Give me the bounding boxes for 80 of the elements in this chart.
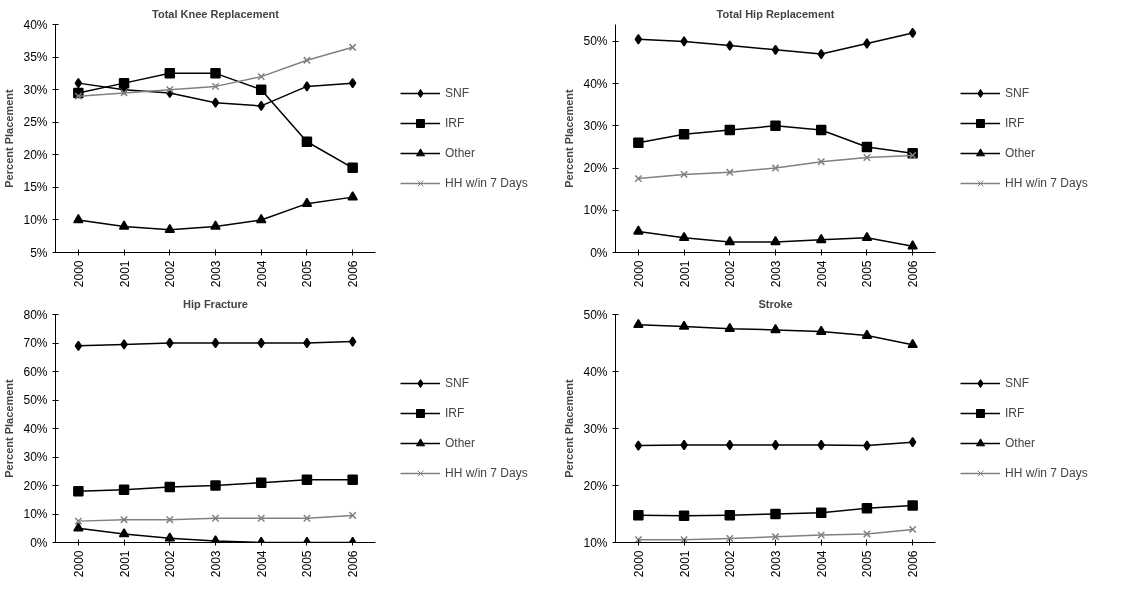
y-tick-label: 30% xyxy=(583,118,608,133)
x-tick-label: 2003 xyxy=(209,550,223,578)
y-axis-title: Percent Placement xyxy=(3,88,16,188)
x-tick-label: 2005 xyxy=(300,550,315,578)
x-tick-label: 2003 xyxy=(769,260,783,288)
y-tick-label: 35% xyxy=(23,50,48,65)
y-tick-label: 0% xyxy=(590,245,608,260)
legend-label: IRF xyxy=(1005,116,1025,130)
x-tick-label: 2006 xyxy=(346,260,361,288)
y-tick-label: 5% xyxy=(30,245,48,260)
x-tick-label: 2001 xyxy=(677,550,692,578)
x-tick-label: 2002 xyxy=(163,260,178,288)
y-axis-title: Percent Placement xyxy=(3,378,16,478)
legend-label: SNF xyxy=(1005,376,1029,390)
y-tick-label: 0% xyxy=(30,535,48,550)
x-tick-label: 2004 xyxy=(254,550,269,578)
legend-label: HH w/in 7 Days xyxy=(445,176,528,190)
y-tick-label: 40% xyxy=(23,421,48,436)
legend-label: HH w/in 7 Days xyxy=(1005,466,1088,480)
legend-label: HH w/in 7 Days xyxy=(445,466,528,480)
y-tick-label: 10% xyxy=(583,203,608,218)
x-tick-label: 2003 xyxy=(769,550,783,578)
y-tick-label: 30% xyxy=(583,421,608,436)
x-tick-label: 2001 xyxy=(117,260,132,288)
x-tick-label: 2006 xyxy=(906,550,921,578)
y-tick-label: 50% xyxy=(583,307,608,322)
legend-label: IRF xyxy=(445,116,465,130)
legend-label: Other xyxy=(445,146,476,160)
x-tick-label: 2001 xyxy=(117,550,132,578)
y-tick-label: 15% xyxy=(23,180,48,195)
y-tick-label: 10% xyxy=(583,535,608,550)
y-tick-label: 50% xyxy=(23,393,48,407)
y-tick-label: 70% xyxy=(23,336,48,350)
legend-label: SNF xyxy=(1005,86,1029,100)
chart-title: Total Hip Replacement xyxy=(716,7,835,20)
y-axis-title: Percent Placement xyxy=(563,378,576,478)
y-tick-label: 10% xyxy=(23,507,48,521)
y-tick-label: 40% xyxy=(23,17,48,32)
legend-label: Other xyxy=(1005,436,1036,450)
x-tick-label: 2005 xyxy=(300,260,315,288)
legend-label: SNF xyxy=(445,86,469,100)
x-tick-label: 2004 xyxy=(814,550,829,578)
x-tick-label: 2002 xyxy=(723,260,738,288)
x-tick-label: 2006 xyxy=(906,260,921,288)
y-tick-label: 40% xyxy=(583,76,608,91)
y-tick-label: 30% xyxy=(23,450,48,464)
y-tick-label: 30% xyxy=(23,82,48,97)
y-tick-label: 20% xyxy=(583,161,608,176)
y-tick-label: 80% xyxy=(23,307,48,322)
y-tick-label: 25% xyxy=(23,115,48,130)
x-tick-label: 2006 xyxy=(346,550,361,578)
x-tick-label: 2000 xyxy=(71,550,86,578)
x-tick-label: 2002 xyxy=(723,550,738,578)
x-tick-label: 2000 xyxy=(71,260,86,288)
legend-label: HH w/in 7 Days xyxy=(1005,176,1088,190)
legend-label: Other xyxy=(1005,146,1036,160)
x-tick-label: 2003 xyxy=(209,260,223,288)
y-tick-label: 10% xyxy=(23,212,48,227)
legend-label: Other xyxy=(445,436,476,450)
chart-title: Stroke xyxy=(758,297,793,310)
x-tick-label: 2002 xyxy=(163,550,178,578)
y-axis-title: Percent Placement xyxy=(563,88,576,188)
legend-label: IRF xyxy=(445,406,465,420)
y-tick-label: 20% xyxy=(23,147,48,162)
x-tick-label: 2005 xyxy=(860,260,875,288)
x-tick-label: 2000 xyxy=(631,550,646,578)
y-tick-label: 40% xyxy=(583,364,608,379)
legend-label: IRF xyxy=(1005,406,1025,420)
chart-title: Hip Fracture xyxy=(183,297,248,310)
x-tick-label: 2004 xyxy=(254,260,269,288)
y-tick-label: 50% xyxy=(583,34,608,49)
x-tick-label: 2005 xyxy=(860,550,875,578)
chart-title: Total Knee Replacement xyxy=(152,7,280,20)
y-tick-label: 60% xyxy=(23,364,48,379)
y-tick-label: 20% xyxy=(23,478,48,493)
legend-label: SNF xyxy=(445,376,469,390)
x-tick-label: 2004 xyxy=(814,260,829,288)
y-tick-label: 20% xyxy=(583,478,608,493)
x-tick-label: 2001 xyxy=(677,260,692,288)
x-tick-label: 2000 xyxy=(631,260,646,288)
